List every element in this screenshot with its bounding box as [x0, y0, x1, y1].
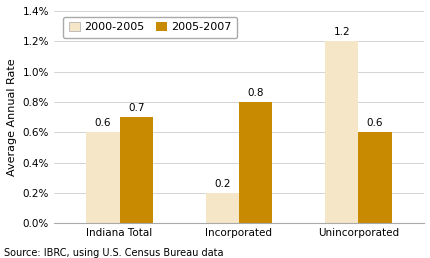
Bar — [238, 102, 272, 223]
Text: 0.8: 0.8 — [247, 88, 263, 98]
Text: 1.2: 1.2 — [332, 28, 349, 37]
Text: 0.2: 0.2 — [213, 179, 230, 189]
Text: 0.6: 0.6 — [366, 118, 382, 128]
Bar — [357, 132, 391, 223]
Bar — [205, 193, 238, 223]
Bar — [324, 41, 357, 223]
Text: Source: IBRC, using U.S. Census Bureau data: Source: IBRC, using U.S. Census Bureau d… — [4, 248, 223, 258]
Text: 0.6: 0.6 — [94, 118, 111, 128]
Legend: 2000-2005, 2005-2007: 2000-2005, 2005-2007 — [63, 17, 236, 38]
Text: 0.7: 0.7 — [128, 103, 144, 113]
Bar — [86, 132, 119, 223]
Bar — [119, 117, 153, 223]
Y-axis label: Average Annual Rate: Average Annual Rate — [7, 58, 17, 176]
